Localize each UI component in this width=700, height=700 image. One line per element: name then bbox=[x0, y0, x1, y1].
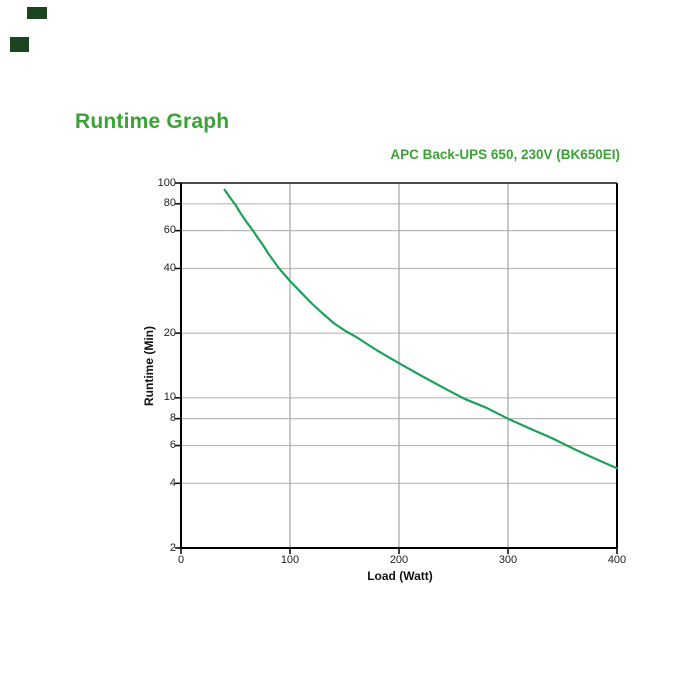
x-tick-label: 400 bbox=[607, 554, 627, 566]
y-tick-label: 4 bbox=[169, 476, 176, 489]
x-tick-label: 0 bbox=[177, 554, 185, 566]
logo-mark bbox=[27, 7, 47, 19]
y-tick-label: 6 bbox=[169, 438, 176, 451]
logo-mark bbox=[10, 37, 29, 52]
runtime-curve bbox=[223, 188, 619, 470]
y-tick-label: 10 bbox=[163, 391, 176, 404]
y-tick-label: 2 bbox=[169, 541, 176, 554]
y-tick-label: 20 bbox=[163, 326, 176, 339]
y-tick-label: 60 bbox=[163, 224, 176, 237]
x-axis-title: Load (Watt) bbox=[367, 569, 433, 583]
x-tick-label: 100 bbox=[280, 554, 300, 566]
x-tick-label: 300 bbox=[498, 554, 518, 566]
y-tick-label: 80 bbox=[163, 197, 176, 210]
y-tick-label: 100 bbox=[157, 176, 176, 189]
y-tick-label: 8 bbox=[169, 412, 176, 425]
chart-subtitle: APC Back-UPS 650, 230V (BK650EI) bbox=[390, 147, 620, 162]
y-axis-title: Runtime (Min) bbox=[142, 326, 156, 406]
y-tick-label: 40 bbox=[163, 261, 176, 274]
x-tick-label: 200 bbox=[389, 554, 409, 566]
page-title: Runtime Graph bbox=[75, 110, 230, 133]
